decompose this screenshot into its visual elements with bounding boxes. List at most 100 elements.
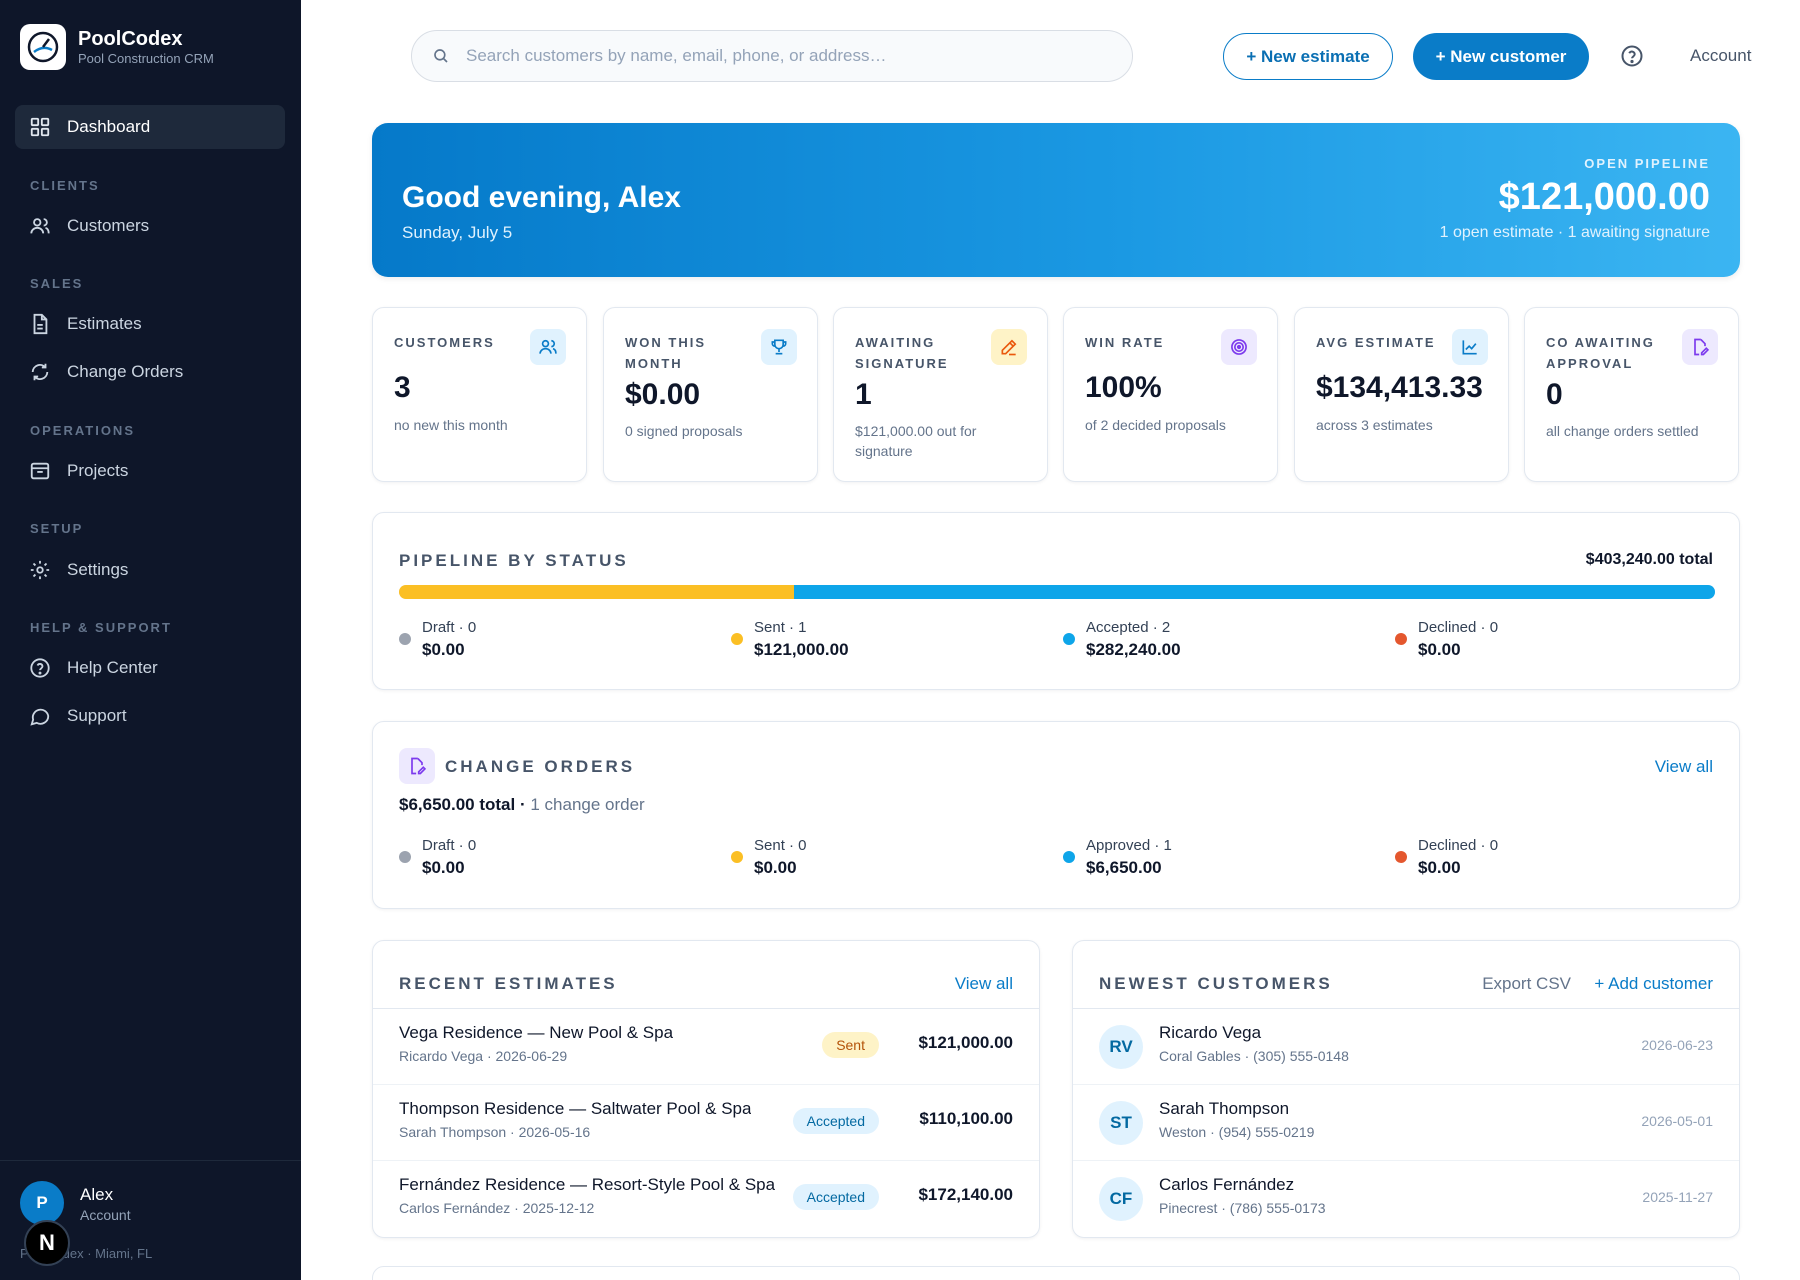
- recent-estimates-view-all-link[interactable]: View all: [955, 974, 1013, 994]
- stat-card-won-this-month[interactable]: WON THIS MONTH $0.00 0 signed proposals: [603, 307, 818, 482]
- customer-name: Sarah Thompson: [1159, 1099, 1289, 1119]
- legend-amount: $282,240.00: [1086, 640, 1181, 660]
- avatar: RV: [1099, 1025, 1143, 1069]
- estimate-meta: Ricardo Vega · 2026-06-29: [399, 1048, 567, 1064]
- status-dot: [399, 851, 411, 863]
- stat-label: CUSTOMERS: [394, 332, 534, 353]
- change-orders-view-all-link[interactable]: View all: [1655, 757, 1713, 777]
- estimate-row[interactable]: Fernández Residence — Resort-Style Pool …: [373, 1161, 1039, 1237]
- nav-section-clients: CLIENTS: [30, 178, 100, 193]
- legend-label: Sent · 0: [754, 837, 807, 854]
- sidebar-item-dashboard[interactable]: Dashboard: [15, 105, 285, 149]
- status-dot: [1395, 633, 1407, 645]
- help-icon[interactable]: [1620, 44, 1644, 68]
- status-dot: [1395, 851, 1407, 863]
- search-icon: [432, 47, 450, 65]
- sidebar-item-help-center[interactable]: Help Center: [15, 646, 285, 690]
- avatar: CF: [1099, 1177, 1143, 1221]
- brand-name: PoolCodex: [78, 27, 214, 51]
- pipeline-bar-accepted: [794, 585, 1715, 599]
- stat-card-customers[interactable]: CUSTOMERS 3 no new this month: [372, 307, 587, 482]
- refresh-arrows-icon: [29, 361, 51, 383]
- brand[interactable]: PoolCodex Pool Construction CRM: [20, 24, 214, 70]
- account-link[interactable]: Account: [1690, 46, 1751, 66]
- pipeline-panel: PIPELINE BY STATUS $403,240.00 total Dra…: [372, 512, 1740, 690]
- sidebar-item-customers[interactable]: Customers: [15, 204, 285, 248]
- sidebar-item-label: Projects: [67, 461, 128, 481]
- separator: ·: [515, 795, 530, 814]
- customer-row[interactable]: CF Carlos Fernández Pinecrest · (786) 55…: [1073, 1161, 1739, 1237]
- sidebar-item-estimates[interactable]: Estimates: [15, 302, 285, 346]
- greeting-title: Good evening, Alex: [402, 181, 681, 215]
- status-badge: Sent: [822, 1032, 879, 1058]
- recent-estimates-title: RECENT ESTIMATES: [399, 974, 618, 994]
- sidebar-item-settings[interactable]: Settings: [15, 548, 285, 592]
- estimate-amount: $121,000.00: [918, 1033, 1013, 1053]
- sidebar-item-projects[interactable]: Projects: [15, 449, 285, 493]
- estimate-row[interactable]: Thompson Residence — Saltwater Pool & Sp…: [373, 1085, 1039, 1161]
- stat-label: AVG ESTIMATE: [1316, 332, 1456, 353]
- pipeline-title: PIPELINE BY STATUS: [399, 551, 629, 571]
- customer-meta: Coral Gables · (305) 555-0148: [1159, 1048, 1349, 1064]
- customer-meta: Weston · (954) 555-0219: [1159, 1124, 1314, 1140]
- greeting-date: Sunday, July 5: [402, 223, 512, 243]
- nav-section-setup: SETUP: [30, 521, 83, 536]
- open-pipeline-summary: 1 open estimate · 1 awaiting signature: [1440, 224, 1710, 242]
- customer-date: 2026-06-23: [1641, 1037, 1713, 1053]
- stat-card-awaiting-signature[interactable]: AWAITING SIGNATURE 1 $121,000.00 out for…: [833, 307, 1048, 482]
- stat-value: $0.00: [625, 378, 700, 412]
- chat-bubble-icon: [29, 705, 51, 727]
- open-pipeline-value: $121,000.00: [1499, 176, 1710, 219]
- search-input[interactable]: [466, 46, 1106, 66]
- user-avatar[interactable]: P: [20, 1181, 64, 1225]
- stat-label: WON THIS MONTH: [625, 332, 765, 374]
- new-customer-button[interactable]: + New customer: [1413, 33, 1589, 80]
- estimate-row[interactable]: Vega Residence — New Pool & Spa Ricardo …: [373, 1009, 1039, 1085]
- customer-name: Carlos Fernández: [1159, 1175, 1294, 1195]
- stat-value: 0: [1546, 378, 1563, 412]
- next-section-card: [372, 1266, 1740, 1280]
- change-orders-total: $6,650.00 total: [399, 795, 515, 814]
- sidebar-item-change-orders[interactable]: Change Orders: [15, 350, 285, 394]
- question-circle-icon: [29, 657, 51, 679]
- greeting-banner: Good evening, Alex Sunday, July 5 OPEN P…: [372, 123, 1740, 277]
- nav-section-operations: OPERATIONS: [30, 423, 135, 438]
- stat-note: across 3 estimates: [1316, 415, 1496, 435]
- stat-card-win-rate[interactable]: WIN RATE 100% of 2 decided proposals: [1063, 307, 1278, 482]
- new-estimate-button[interactable]: + New estimate: [1223, 33, 1393, 80]
- legend-amount: $0.00: [422, 640, 465, 660]
- customer-meta: Pinecrest · (786) 555-0173: [1159, 1200, 1326, 1216]
- users-icon: [29, 215, 51, 237]
- grid-icon: [29, 116, 51, 138]
- sidebar-item-support[interactable]: Support: [15, 694, 285, 738]
- status-badge: Accepted: [793, 1184, 879, 1210]
- search-bar: [411, 30, 1133, 82]
- stat-note: 0 signed proposals: [625, 421, 805, 441]
- gear-icon: [29, 559, 51, 581]
- change-orders-summary: $6,650.00 total · 1 change order: [399, 795, 645, 815]
- customer-row[interactable]: ST Sarah Thompson Weston · (954) 555-021…: [1073, 1085, 1739, 1161]
- user-role: Account: [80, 1207, 131, 1223]
- add-customer-link[interactable]: + Add customer: [1594, 974, 1713, 994]
- legend-amount: $6,650.00: [1086, 858, 1162, 878]
- legend-amount: $121,000.00: [754, 640, 849, 660]
- legend-amount: $0.00: [422, 858, 465, 878]
- sidebar-divider: [0, 1160, 301, 1161]
- sidebar-item-label: Customers: [67, 216, 149, 236]
- customer-row[interactable]: RV Ricardo Vega Coral Gables · (305) 555…: [1073, 1009, 1739, 1085]
- stat-note: all change orders settled: [1546, 421, 1726, 441]
- export-csv-link[interactable]: Export CSV: [1482, 974, 1571, 994]
- stat-value: 100%: [1085, 371, 1162, 405]
- estimate-title: Fernández Residence — Resort-Style Pool …: [399, 1175, 775, 1195]
- stat-card-co-awaiting-approval[interactable]: CO AWAITING APPROVAL 0 all change orders…: [1524, 307, 1739, 482]
- sidebar-item-label: Estimates: [67, 314, 142, 334]
- stat-value: 1: [855, 378, 872, 412]
- status-dot: [1063, 851, 1075, 863]
- dev-tools-badge[interactable]: N: [24, 1220, 70, 1266]
- avatar: ST: [1099, 1101, 1143, 1145]
- estimate-meta: Sarah Thompson · 2026-05-16: [399, 1124, 590, 1140]
- stat-card-avg-estimate[interactable]: AVG ESTIMATE $134,413.33 across 3 estima…: [1294, 307, 1509, 482]
- stat-value: 3: [394, 371, 411, 405]
- estimate-amount: $172,140.00: [918, 1185, 1013, 1205]
- pipeline-bar: [399, 585, 1715, 599]
